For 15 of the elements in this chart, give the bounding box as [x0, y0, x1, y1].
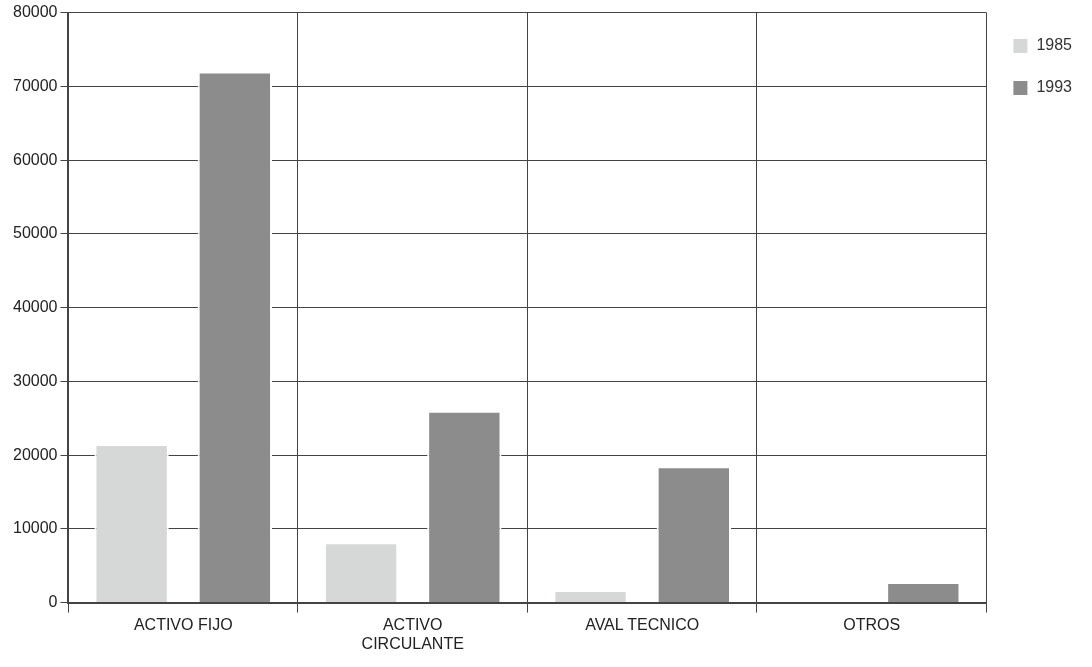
x-tick-label: ACTIVO CIRCULANTE — [361, 615, 464, 652]
y-tick-label: 60000 — [12, 150, 58, 168]
x-tick-label: ACTIVO FIJO — [133, 615, 233, 633]
y-tick-label: 80000 — [12, 3, 58, 21]
y-tick-label: 40000 — [12, 298, 58, 316]
y-tick-label: 10000 — [12, 519, 58, 537]
y-tick-label: 30000 — [12, 371, 58, 389]
legend-label: 1985 — [1036, 36, 1073, 54]
y-tick-label: 70000 — [12, 76, 58, 94]
x-tick-label: AVAL TECNICO — [585, 615, 700, 633]
y-tick-label: 20000 — [12, 445, 58, 463]
legend-label: 1993 — [1036, 78, 1073, 96]
y-tick-label: 50000 — [12, 224, 58, 242]
y-tick-label: 0 — [48, 593, 58, 611]
x-tick-label: OTROS — [843, 615, 901, 633]
